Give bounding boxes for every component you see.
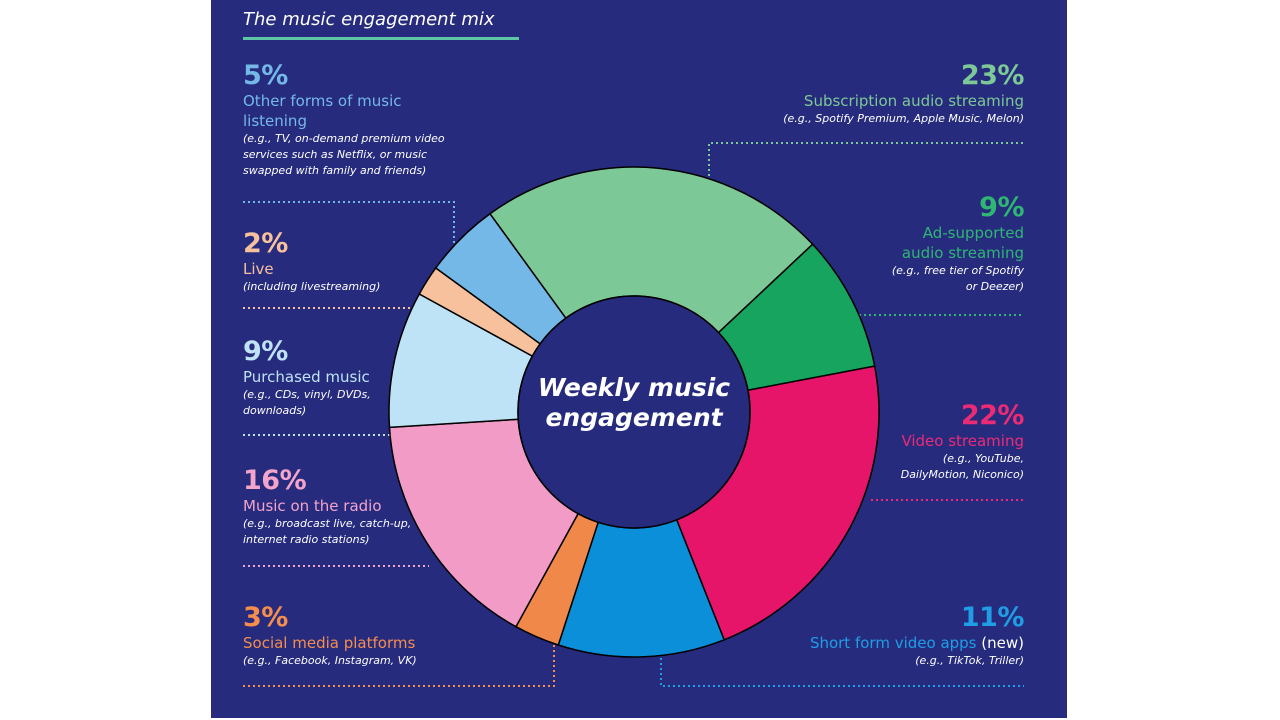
- slice-name: Other forms of music listening: [243, 92, 402, 130]
- slice-example: (e.g., Spotify Premium, Apple Music, Mel…: [783, 112, 1024, 125]
- leader-line-other: [243, 201, 455, 247]
- title-underline: [243, 37, 519, 40]
- slice-percent: 16%: [243, 465, 307, 496]
- slice-name: Short form video apps (new): [774, 633, 1024, 653]
- label-live: 2% Live (including livestreaming): [243, 229, 443, 295]
- leader-line-subscription: [708, 142, 1024, 176]
- leader-line-social: [243, 638, 555, 687]
- label-ad-supported: 9% Ad-supported audio streaming (e.g., f…: [884, 192, 1025, 295]
- slice-example: (e.g., TikTok, Triller): [915, 654, 1024, 667]
- slice-example: (including livestreaming): [243, 280, 381, 293]
- slice-percent: 9%: [243, 336, 288, 367]
- slice-name: Social media platforms: [243, 634, 416, 652]
- slice-example: (e.g., YouTube, DailyMotion, Niconico): [900, 452, 1024, 481]
- slice-percent: 5%: [243, 60, 288, 91]
- slice-percent: 22%: [960, 400, 1025, 431]
- slice-percent: 3%: [243, 602, 288, 633]
- new-tag: (new): [981, 634, 1024, 652]
- slice-example: (e.g., TV, on-demand premium video servi…: [243, 132, 445, 177]
- slice-percent: 23%: [960, 60, 1025, 91]
- slice-percent: 11%: [960, 602, 1025, 633]
- label-subscription: 23% Subscription audio streaming (e.g., …: [724, 61, 1024, 127]
- slice-example: (e.g., broadcast live, catch-up, interne…: [243, 517, 412, 546]
- slice-example: (e.g., Facebook, Instagram, VK): [243, 654, 417, 667]
- label-social: 3% Social media platforms (e.g., Faceboo…: [243, 603, 473, 669]
- slice-name: Music on the radio: [243, 497, 382, 515]
- slice-name: Live: [243, 260, 274, 278]
- slice-name: Subscription audio streaming: [803, 92, 1024, 110]
- leader-line-shortform: [660, 628, 1024, 687]
- slice-name: Video streaming: [901, 432, 1024, 450]
- slice-name-text: Short form video apps: [809, 634, 977, 652]
- infographic-panel: The music engagement mix Weekly music en…: [211, 0, 1067, 718]
- slice-name: Ad-supported audio streaming: [901, 224, 1024, 262]
- slice-name: Purchased music: [243, 368, 370, 386]
- label-other-forms: 5% Other forms of music listening (e.g.,…: [243, 61, 468, 179]
- center-label-line-2: engagement: [545, 403, 723, 432]
- slice-percent: 2%: [243, 228, 288, 259]
- slice-example: (e.g., CDs, vinyl, DVDs, downloads): [243, 388, 371, 417]
- label-radio: 16% Music on the radio (e.g., broadcast …: [243, 466, 423, 548]
- slice-example: (e.g., free tier of Spotify or Deezer): [891, 264, 1024, 293]
- slice-percent: 9%: [979, 192, 1024, 223]
- leader-lines: [243, 142, 1024, 687]
- center-label-line-1: Weekly music: [537, 373, 731, 402]
- label-short-form-video: 11% Short form video apps (new) (e.g., T…: [774, 602, 1025, 669]
- donut-chart: [243, 142, 1024, 687]
- center-label: Weekly music engagement: [529, 373, 739, 433]
- label-purchased: 9% Purchased music (e.g., CDs, vinyl, DV…: [243, 337, 403, 419]
- label-video-streaming: 22% Video streaming (e.g., YouTube, Dail…: [874, 400, 1025, 483]
- chart-title: The music engagement mix: [243, 9, 495, 30]
- donut-center: [517, 295, 751, 529]
